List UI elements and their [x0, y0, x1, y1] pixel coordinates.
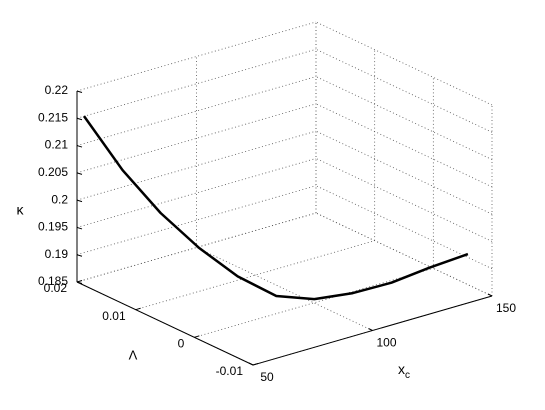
grid-line [196, 247, 373, 331]
tick-mark [248, 362, 254, 366]
grid-line [76, 158, 317, 228]
z-tick-label: 0.21 [45, 138, 69, 152]
z-tick-label: 0.185 [38, 274, 68, 288]
x-axis-label: xc [398, 361, 410, 381]
tick-mark [135, 307, 141, 311]
x-tick-label: 50 [260, 370, 274, 384]
grid-line [315, 21, 493, 106]
tick-mark [487, 293, 493, 297]
grid-line [76, 76, 317, 146]
grid-line [315, 103, 493, 188]
tick-mark [76, 280, 83, 283]
z-tick-label: 0.205 [38, 165, 68, 179]
y-tick-label: 0 [178, 337, 185, 351]
tick-mark [194, 335, 200, 338]
grid-line [76, 185, 317, 256]
z-tick-label: 0.215 [38, 110, 68, 124]
grid-line [315, 158, 493, 242]
data-line [82, 115, 469, 301]
grid-line [76, 130, 317, 201]
x-axis-label-subscript: c [405, 370, 410, 381]
z-tick-label: 0.19 [45, 247, 69, 261]
z-tick-label: 0.195 [38, 220, 68, 234]
tick-mark [76, 254, 83, 257]
z-tick-label: 0.2 [51, 192, 68, 206]
tick-mark [368, 328, 373, 331]
grid-line [135, 240, 375, 311]
z-axis-label: κ [17, 202, 25, 218]
grid-line [76, 103, 317, 174]
tick-mark [252, 363, 259, 366]
grid-line [315, 48, 493, 133]
tick-mark [76, 172, 83, 175]
z-tick-label: 0.22 [45, 83, 69, 97]
y-axis-line [76, 281, 254, 366]
tick-mark [76, 145, 83, 148]
grid-line [76, 212, 317, 283]
grid-line [315, 130, 493, 215]
y-tick-label: 0.01 [102, 309, 126, 323]
tick-mark [76, 199, 83, 203]
grid-line [315, 76, 493, 160]
grid-line [76, 48, 317, 119]
x-axis-label-main: x [398, 361, 405, 377]
x-tick-label: 150 [496, 301, 516, 315]
grid-line [194, 267, 434, 338]
tick-mark [76, 90, 83, 93]
tick-mark [76, 226, 83, 230]
y-tick-label: -0.01 [216, 364, 244, 378]
grid-line [76, 21, 317, 92]
y-axis-label: Λ [129, 347, 138, 362]
tick-mark [76, 117, 83, 121]
y-tick-label: 0.02 [44, 281, 68, 295]
grid-line [315, 212, 493, 297]
x-tick-label: 100 [376, 336, 396, 350]
